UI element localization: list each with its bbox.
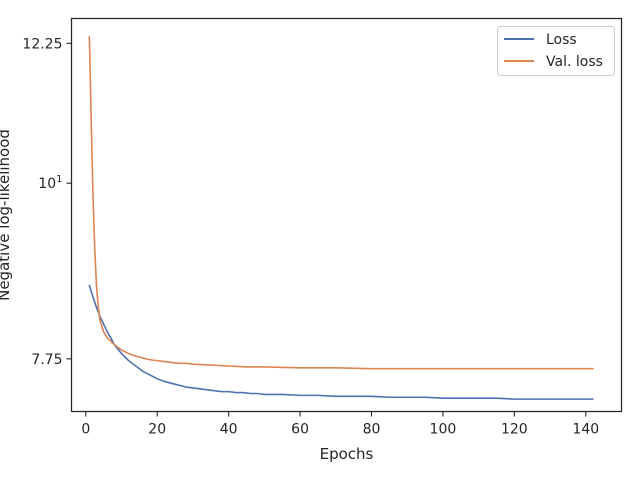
x-tick-label: 40: [220, 422, 238, 438]
legend-label-val-loss: Val. loss: [546, 54, 603, 70]
x-tick-label: 100: [430, 422, 457, 438]
x-tick-label: 0: [81, 422, 90, 438]
series-line-val-loss: [88, 35, 594, 370]
series-line-loss: [88, 284, 594, 400]
y-axis-label: Negative log-likelihood: [0, 129, 13, 301]
x-axis: 0 20 40 60 80 100 120 140: [81, 411, 599, 438]
legend: Loss Val. loss: [497, 26, 615, 76]
x-axis-label: Epochs: [320, 445, 374, 463]
x-tick-label: 140: [572, 422, 599, 438]
y-tick-label: 7.75: [31, 352, 62, 368]
x-tick-label: 60: [291, 422, 309, 438]
y-tick-label: 12.25: [22, 36, 62, 52]
x-tick-label: 80: [363, 422, 381, 438]
x-tick-label: 120: [501, 422, 528, 438]
series-layer: [88, 35, 594, 400]
plot-frame: [70, 17, 623, 413]
x-tick-label: 20: [148, 422, 166, 438]
legend-label-loss: Loss: [546, 32, 577, 48]
